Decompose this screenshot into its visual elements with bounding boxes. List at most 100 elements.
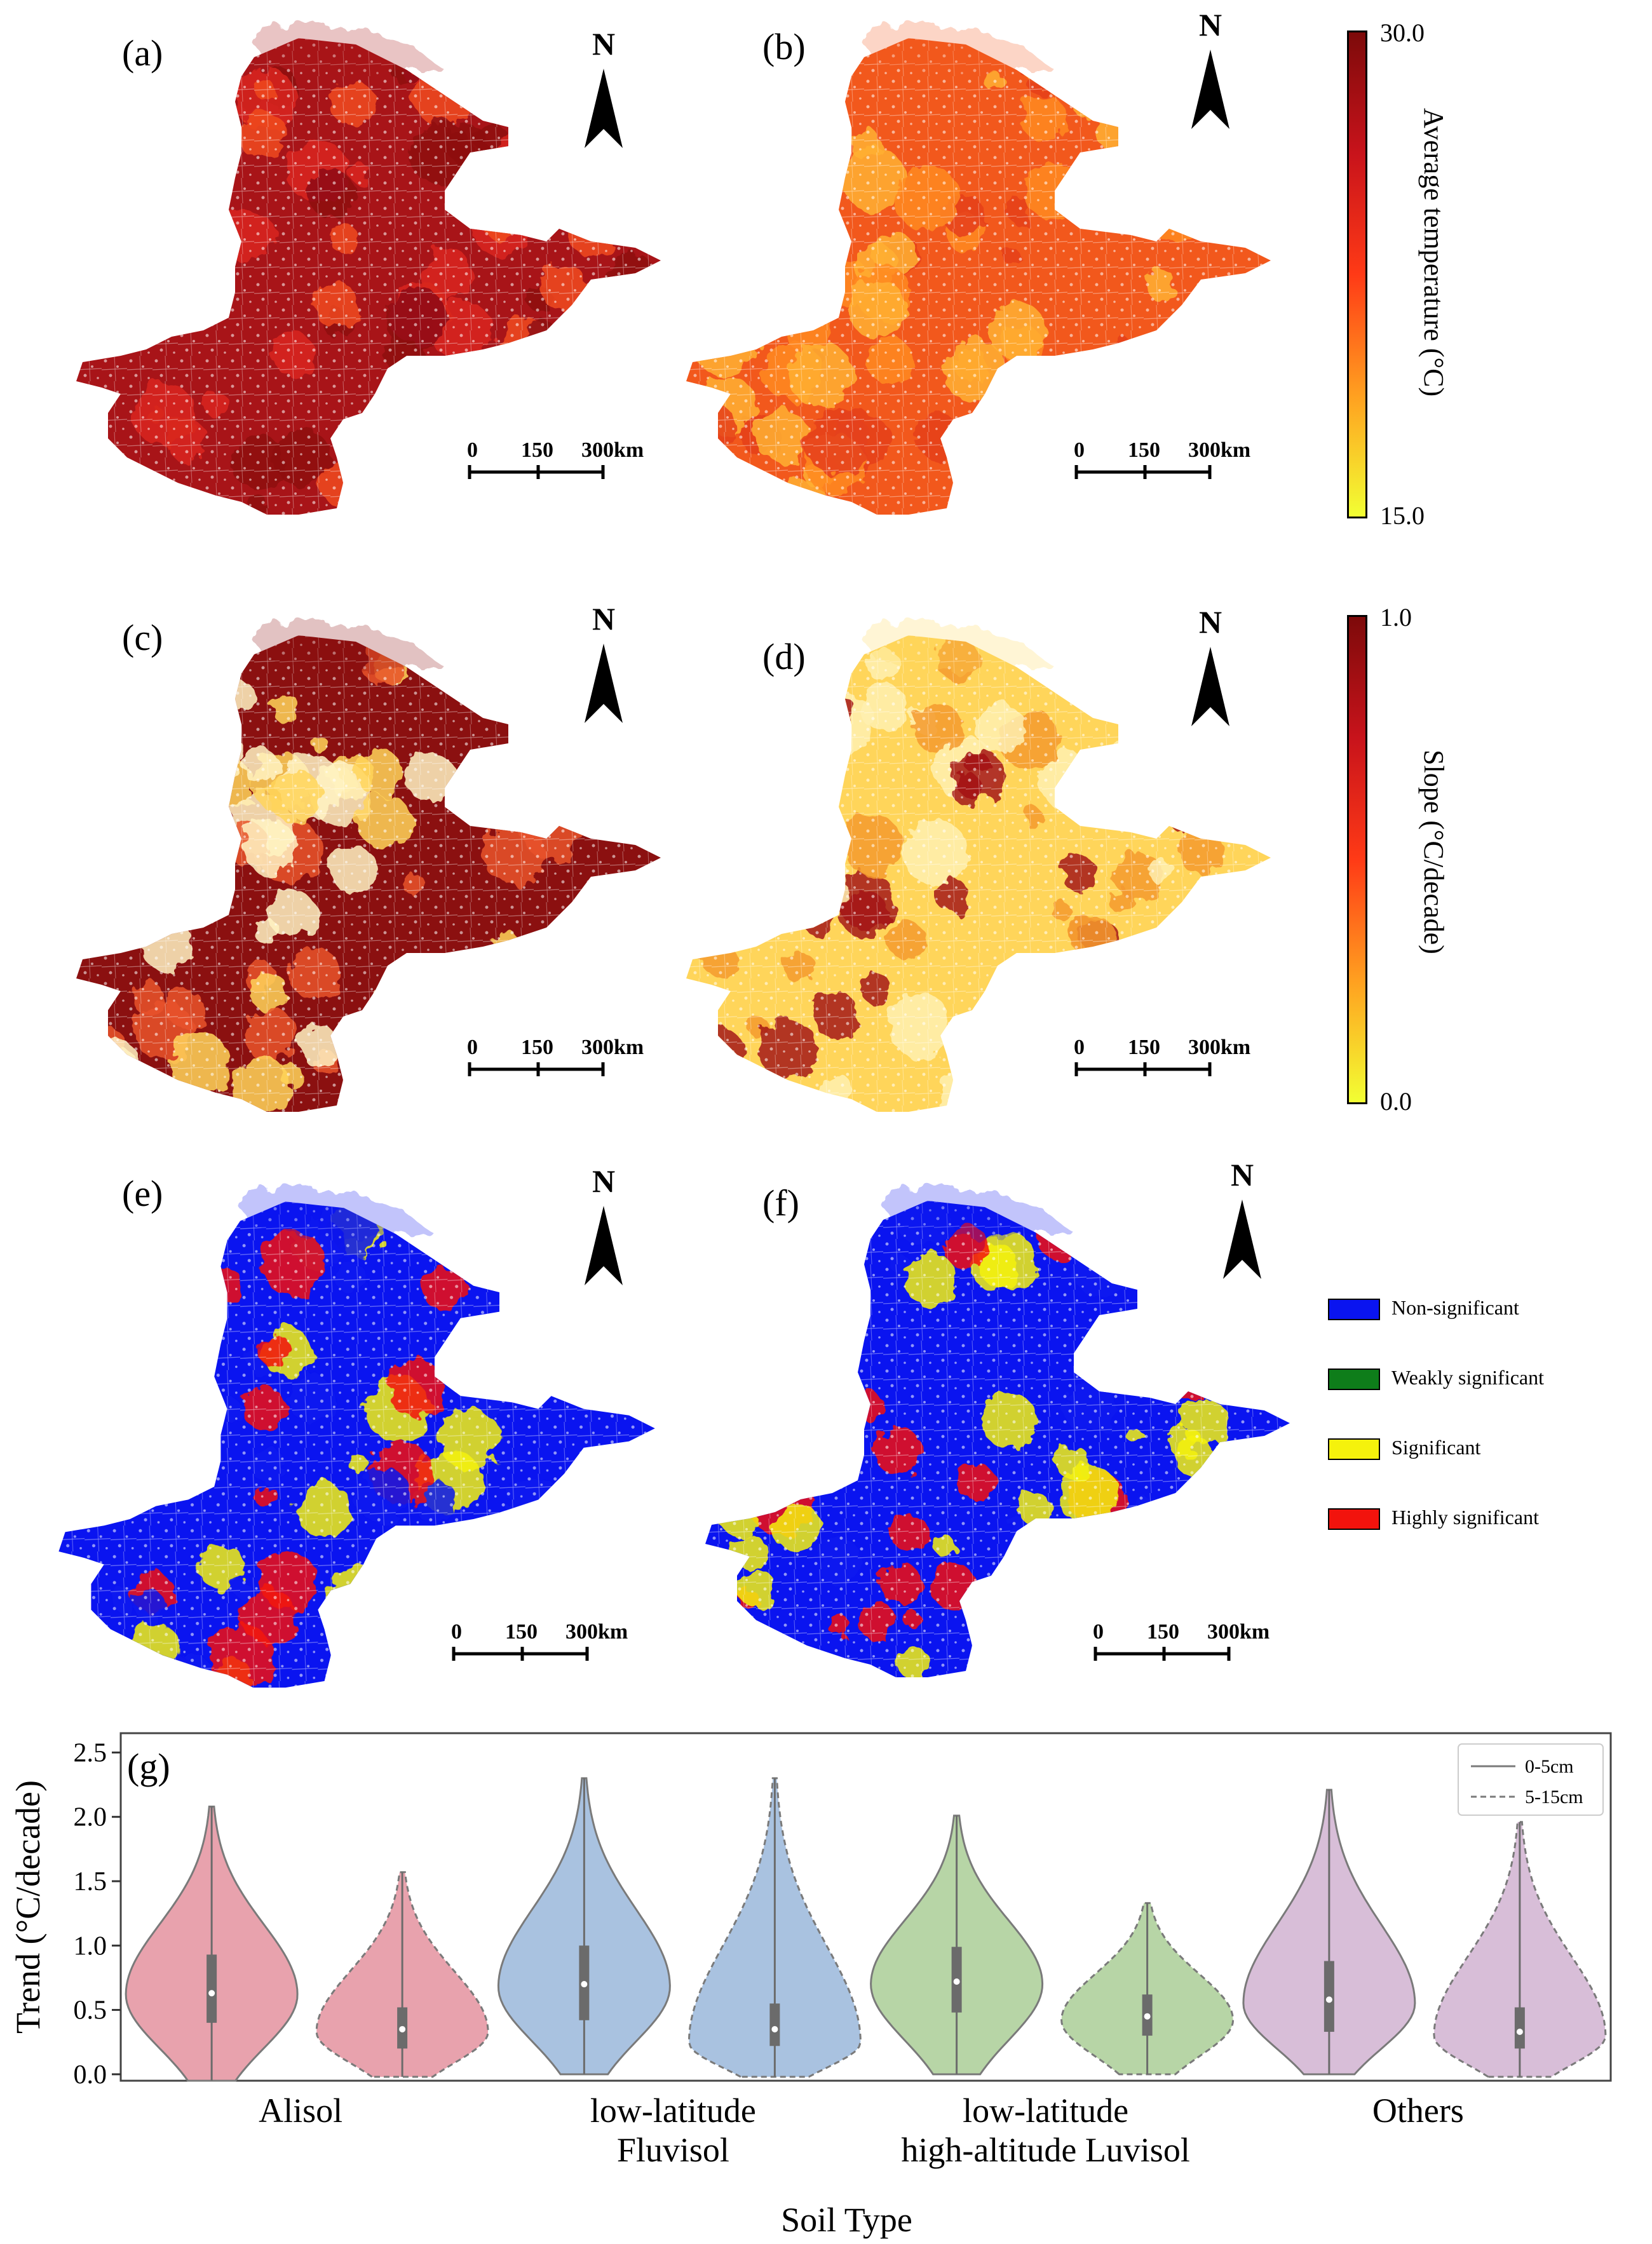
y-tick-label: 2.0	[74, 1803, 107, 1832]
temperature-colorbar	[1347, 30, 1367, 518]
north-arrow-b: N	[1185, 6, 1236, 135]
scale-150: 150	[521, 1036, 553, 1059]
scale-150: 150	[505, 1620, 538, 1644]
north-label: N	[592, 601, 616, 637]
legend-swatch	[1328, 1369, 1380, 1390]
x-tick-label: Others	[1372, 2092, 1464, 2130]
scale-300km: 300km	[1188, 1036, 1251, 1059]
significance-legend: Non-significant Weakly significant Signi…	[1328, 1296, 1608, 1550]
y-tick-label: 1.5	[74, 1867, 107, 1896]
north-arrow-icon	[1191, 50, 1229, 129]
north-arrow-c: N	[578, 600, 629, 729]
north-arrow-e: N	[578, 1163, 629, 1292]
map-panels	[58, 22, 1290, 1688]
scale-300km: 300km	[565, 1620, 628, 1644]
panel-label-f: (f)	[762, 1182, 799, 1224]
scale-0: 0	[1074, 1036, 1085, 1059]
y-tick-label: 1.0	[74, 1931, 107, 1961]
y-tick-label: 0.5	[74, 1996, 107, 2025]
violin-median	[1325, 1996, 1332, 2003]
scale-bar-b: 0 150 300km	[1074, 438, 1250, 483]
plot-frame	[119, 1732, 1612, 2082]
scale-bar-c: 0 150 300km	[467, 1036, 644, 1080]
violin-median	[399, 2025, 406, 2032]
scale-0: 0	[1093, 1620, 1104, 1644]
north-arrow-icon	[1223, 1200, 1261, 1279]
x-tick-label: low-latitude	[590, 2092, 756, 2130]
violin-chart: 0.0 0.5 1.0 1.5 2.0 2.5 Trend (°C/decade) Soil …	[9, 1732, 1612, 2239]
temperature-colorbar-title: Average temperature (°C)	[1418, 108, 1449, 397]
north-arrow-a: N	[578, 25, 629, 154]
scale-300km: 300km	[581, 1036, 644, 1059]
legend-label: Highly significant	[1391, 1506, 1539, 1529]
scale-0: 0	[467, 438, 478, 462]
x-tick-label: Alisol	[259, 2092, 342, 2130]
slope-colorbar-min: 0.0	[1380, 1087, 1412, 1116]
scale-bar-f: 0 150 300km	[1093, 1620, 1269, 1665]
north-label: N	[1230, 1157, 1254, 1193]
violin-group	[125, 1806, 489, 2082]
legend-swatch	[1328, 1508, 1380, 1530]
north-label: N	[1198, 7, 1222, 43]
violin-iqr-box	[207, 1954, 217, 2023]
violin-median	[953, 1978, 960, 1985]
violin-median	[208, 1990, 215, 1997]
north-arrow-icon	[585, 1206, 623, 1285]
slope-colorbar-title: Slope (°C/decade)	[1418, 750, 1449, 954]
violin-median	[1144, 2013, 1151, 2020]
scale-0: 0	[1074, 438, 1085, 462]
scale-0: 0	[451, 1620, 462, 1644]
scale-150: 150	[1128, 1036, 1160, 1059]
violin-iqr-box	[1514, 2007, 1525, 2049]
north-arrow-icon	[585, 644, 623, 723]
x-tick-label: Fluvisol	[617, 2131, 729, 2169]
north-arrow-f: N	[1217, 1156, 1268, 1285]
legend-swatch	[1328, 1438, 1380, 1460]
x-tick-label: low-latitude	[963, 2092, 1128, 2130]
legend-label: Weakly significant	[1391, 1366, 1545, 1389]
scale-150: 150	[1128, 438, 1160, 462]
violin-group	[1242, 1788, 1607, 2078]
temperature-colorbar-max: 30.0	[1380, 18, 1425, 47]
violin-iqr-box	[769, 2003, 780, 2046]
chart-legend: 0-5cm 5-15cm	[1458, 1743, 1604, 1816]
north-arrow-d: N	[1185, 604, 1236, 733]
y-axis-label: Trend (°C/decade)	[9, 1780, 47, 2034]
panel-label-e: (e)	[122, 1173, 163, 1214]
scale-150: 150	[1147, 1620, 1179, 1644]
scale-150: 150	[521, 438, 553, 462]
legend-label: 5-15cm	[1525, 1787, 1583, 1808]
violin-median	[771, 2025, 778, 2032]
legend-swatch	[1328, 1299, 1380, 1320]
legend-label: 0-5cm	[1525, 1756, 1574, 1777]
scale-bar-a: 0 150 300km	[467, 438, 644, 483]
panel-label-b: (b)	[762, 26, 806, 67]
violin-group	[870, 1815, 1235, 2076]
north-label: N	[592, 1163, 616, 1199]
north-arrow-icon	[585, 69, 623, 148]
slope-colorbar-max: 1.0	[1380, 603, 1412, 632]
violin-median	[1516, 2029, 1523, 2036]
violin-group	[497, 1777, 862, 2078]
panel-label-c: (c)	[122, 617, 163, 658]
north-arrow-icon	[1191, 647, 1229, 726]
y-tick-label: 2.5	[74, 1738, 107, 1767]
legend-label: Significant	[1391, 1436, 1481, 1459]
panel-label-g: (g)	[127, 1746, 170, 1787]
scale-0: 0	[467, 1036, 478, 1059]
north-label: N	[592, 26, 616, 62]
scale-300km: 300km	[581, 438, 644, 462]
north-label: N	[1198, 604, 1222, 640]
slope-colorbar	[1347, 615, 1367, 1104]
x-tick-label: high-altitude Luvisol	[901, 2131, 1189, 2169]
scale-bar-d: 0 150 300km	[1074, 1036, 1250, 1080]
legend-label: Non-significant	[1391, 1296, 1519, 1319]
y-tick-label: 0.0	[74, 2060, 107, 2090]
violin-median	[581, 1981, 588, 1988]
x-axis-label: Soil Type	[781, 2201, 912, 2239]
scale-300km: 300km	[1188, 438, 1251, 462]
panel-label-d: (d)	[762, 636, 806, 677]
temperature-colorbar-min: 15.0	[1380, 501, 1425, 530]
violin-iqr-box	[1324, 1961, 1334, 2032]
